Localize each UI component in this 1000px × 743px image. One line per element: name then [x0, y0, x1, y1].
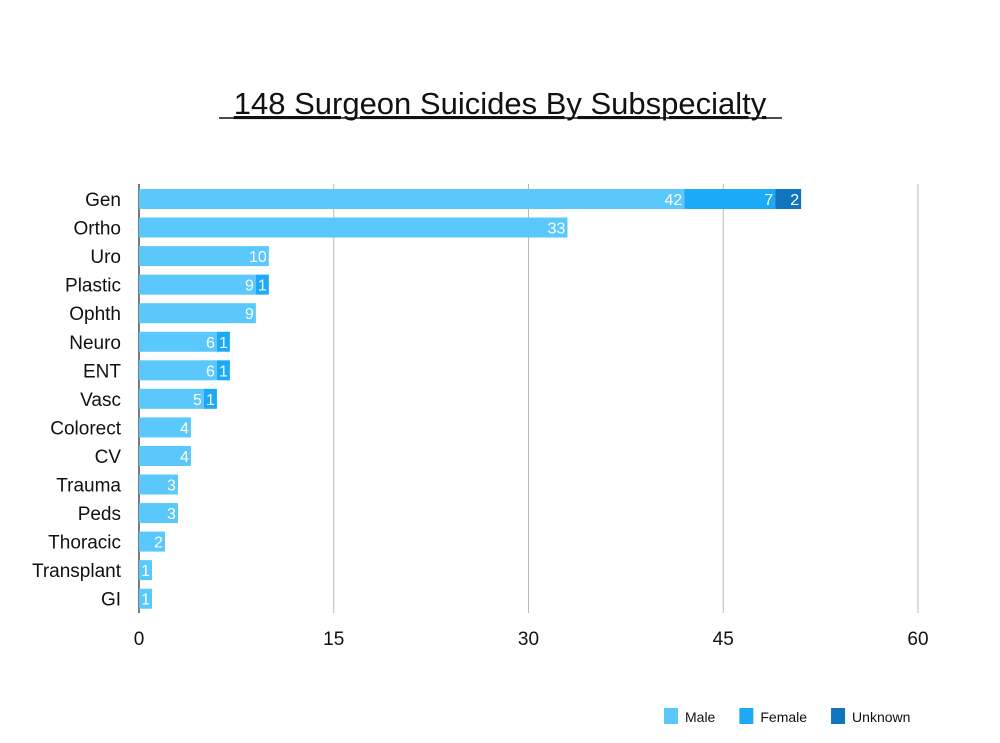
data-label: 9: [245, 306, 254, 323]
category-label: GI: [101, 590, 121, 611]
legend-swatch-male: [664, 708, 678, 724]
data-label: 7: [764, 192, 773, 209]
category-label: Peds: [78, 504, 121, 525]
category-label: Ophth: [69, 304, 121, 325]
data-label: 6: [206, 335, 215, 352]
bar-male-peds: [139, 503, 178, 524]
data-label: 3: [167, 506, 176, 523]
legend: Male Female Unknown: [664, 708, 910, 725]
legend-label-male: Male: [685, 709, 716, 725]
category-label: CV: [95, 447, 122, 468]
bar-male-thoracic: [139, 531, 165, 552]
bar-female-neuro: [216, 331, 230, 352]
category-label: Vasc: [80, 390, 121, 411]
data-label: 1: [219, 363, 228, 380]
chart-title: 148 Surgeon Suicides By Subspecialty: [234, 86, 767, 121]
legend-swatch-unknown: [831, 708, 846, 724]
category-label: Thoracic: [48, 533, 121, 554]
data-label: 9: [245, 278, 254, 295]
legend-label-unknown: Unknown: [852, 709, 910, 725]
data-label: 33: [548, 221, 566, 238]
x-tick-label: 60: [907, 629, 928, 650]
category-label: Trauma: [56, 476, 121, 497]
bar-male-uro: [139, 246, 269, 267]
bar-female-gen: [684, 189, 776, 209]
bar-male-cv: [139, 445, 191, 466]
x-tick-label: 15: [323, 629, 344, 650]
bar-male-ent: [139, 360, 217, 381]
bar-male-ophth: [139, 303, 256, 324]
bar-male-trauma: [139, 474, 178, 495]
bar-female-plastic: [255, 274, 269, 295]
category-labels: Gen Ortho Uro Plastic Ophth Neuro ENT Vasc Color…: [32, 190, 122, 611]
data-label: 1: [141, 563, 150, 580]
category-label: Colorect: [50, 418, 121, 439]
data-label: 10: [249, 249, 267, 266]
data-label: 1: [206, 392, 215, 409]
legend-swatch-female: [739, 708, 754, 724]
category-label: Uro: [90, 247, 121, 268]
x-tick-labels: 0 15 30 45 60: [134, 629, 929, 650]
category-label: Gen: [85, 190, 121, 211]
category-label: Ortho: [73, 219, 121, 240]
data-label: 1: [258, 278, 267, 295]
x-tick-label: 30: [518, 629, 539, 650]
bar-female-vasc: [203, 388, 217, 409]
data-label: 4: [180, 420, 189, 437]
bar-male-gen: [139, 189, 685, 209]
bar-male-ortho: [139, 217, 568, 238]
data-label: 2: [154, 535, 163, 552]
bar-male-colorect: [139, 417, 191, 438]
data-label: 3: [167, 478, 176, 495]
legend-label-female: Female: [760, 709, 807, 725]
bar-male-plastic: [139, 274, 256, 295]
bar-female-ent: [216, 360, 230, 381]
category-label: Plastic: [65, 276, 121, 297]
bar-male-transplant: [139, 560, 152, 581]
data-label: 5: [193, 392, 202, 409]
data-label: 42: [665, 192, 683, 209]
x-tick-label: 45: [713, 629, 734, 650]
bar-male-neuro: [139, 331, 217, 352]
x-tick-label: 0: [134, 629, 145, 650]
category-label: Neuro: [69, 333, 121, 354]
data-label: 1: [141, 592, 150, 609]
data-label: 1: [219, 335, 228, 352]
data-label: 2: [790, 192, 799, 209]
category-label: Transplant: [32, 561, 122, 582]
bar-unknown-gen: [775, 189, 802, 209]
category-label: ENT: [83, 361, 121, 382]
bar-male-vasc: [139, 388, 204, 409]
data-label: 6: [206, 363, 215, 380]
bar-male-gi: [139, 588, 152, 609]
data-label: 4: [180, 449, 189, 466]
